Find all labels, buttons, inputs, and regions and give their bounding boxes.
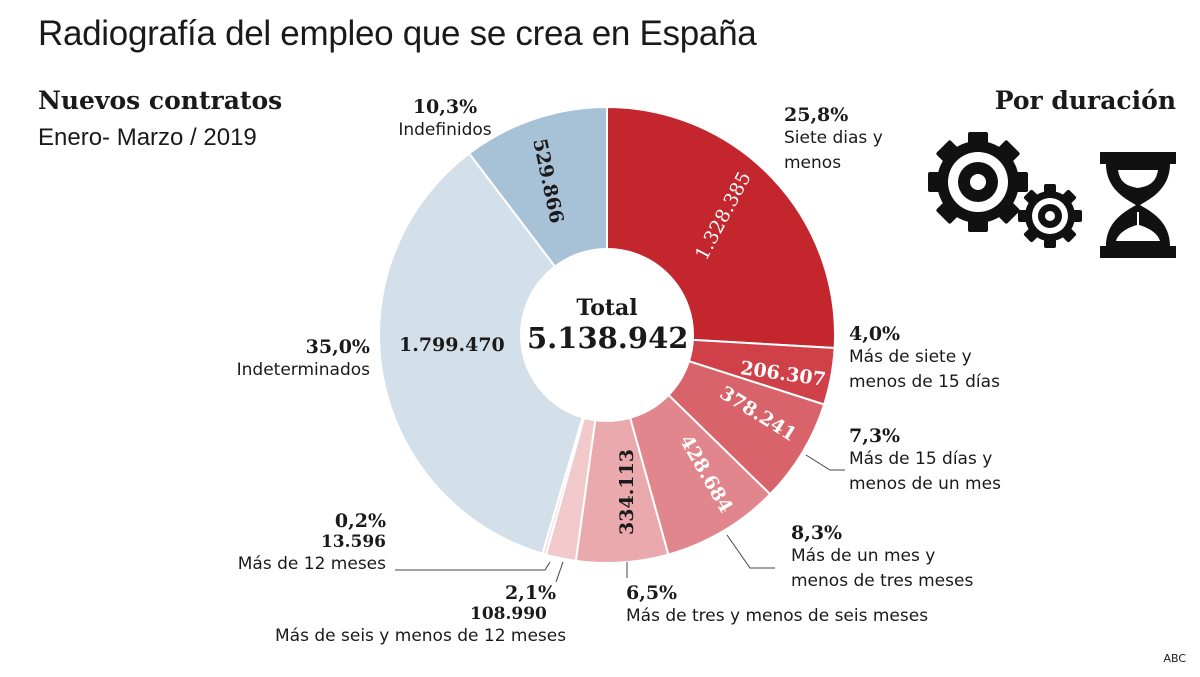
period: Enero- Marzo / 2019 xyxy=(38,124,257,151)
slice-value-label: 334.113 xyxy=(615,449,638,535)
legend-mas-12: 0,2% 13.596 Más de 12 meses xyxy=(236,510,386,577)
legend-siete-dias: 25,8% Siete dias y menos xyxy=(784,104,884,176)
slice-label: Más de 15 días y menos de un mes xyxy=(849,449,1001,494)
center-total: Total 5.138.942 xyxy=(527,295,689,355)
legend-tres-seis: 6,5% Más de tres y menos de seis meses xyxy=(626,582,928,629)
total-value: 5.138.942 xyxy=(527,321,689,355)
slice-percent: 35,0% xyxy=(305,336,370,358)
legend-indefinidos: 10,3% Indefinidos xyxy=(390,96,500,143)
slice-value: 13.596 xyxy=(320,532,386,552)
leader-line xyxy=(805,454,845,471)
slice-percent: 4,0% xyxy=(849,323,901,345)
slice-label: Indefinidos xyxy=(398,120,492,140)
credit: ABC xyxy=(1163,652,1186,665)
slice-label: Más de siete y menos de 15 días xyxy=(849,347,1000,392)
slice-label: Más de un mes y menos de tres meses xyxy=(791,546,974,591)
legend-indeterminados: 35,0% Indeterminados xyxy=(215,336,370,383)
slice-percent: 25,8% xyxy=(784,104,849,126)
legend-siete-15: 4,0% Más de siete y menos de 15 días xyxy=(849,323,1014,395)
slice-percent: 6,5% xyxy=(626,582,678,604)
gear-icon xyxy=(928,132,1028,232)
legend-mes-tres: 8,3% Más de un mes y menos de tres meses xyxy=(791,522,991,594)
total-label: Total xyxy=(576,295,638,321)
slice-label: Más de 12 meses xyxy=(237,554,386,574)
donut-slice xyxy=(378,151,584,555)
slice-percent: 2,1% xyxy=(505,582,557,604)
donut-slice xyxy=(606,105,836,350)
slice-label: Más de tres y menos de seis meses xyxy=(626,606,929,626)
donut-slice xyxy=(467,105,608,268)
slice-value-label: 1.799.470 xyxy=(399,334,505,356)
subtitle: Nuevos contratos xyxy=(38,86,283,115)
page-title: Radiografía del empleo que se crea en Es… xyxy=(38,14,757,53)
icons xyxy=(928,132,1176,258)
hourglass-icon xyxy=(1100,152,1176,258)
slice-value: 108.990 xyxy=(470,604,547,624)
slice-label: Siete dias y menos xyxy=(784,128,883,173)
right-heading: Por duración xyxy=(994,86,1176,115)
slice-percent: 7,3% xyxy=(849,425,901,447)
slice-percent: 10,3% xyxy=(412,96,478,118)
leader-line xyxy=(726,534,775,569)
slice-percent: 8,3% xyxy=(791,522,843,544)
leader-line xyxy=(555,561,564,583)
gear-icon xyxy=(1018,184,1082,248)
legend-seis-12: 2,1% 108.990 Más de seis y menos de 12 m… xyxy=(275,582,567,649)
slice-label: Indeterminados xyxy=(236,360,370,380)
legend-15-mes: 7,3% Más de 15 días y menos de un mes xyxy=(849,425,1014,497)
leader-lines xyxy=(395,454,845,583)
slice-percent: 0,2% xyxy=(334,510,386,532)
leader-line xyxy=(395,561,551,571)
slice-label: Más de seis y menos de 12 meses xyxy=(275,626,567,646)
